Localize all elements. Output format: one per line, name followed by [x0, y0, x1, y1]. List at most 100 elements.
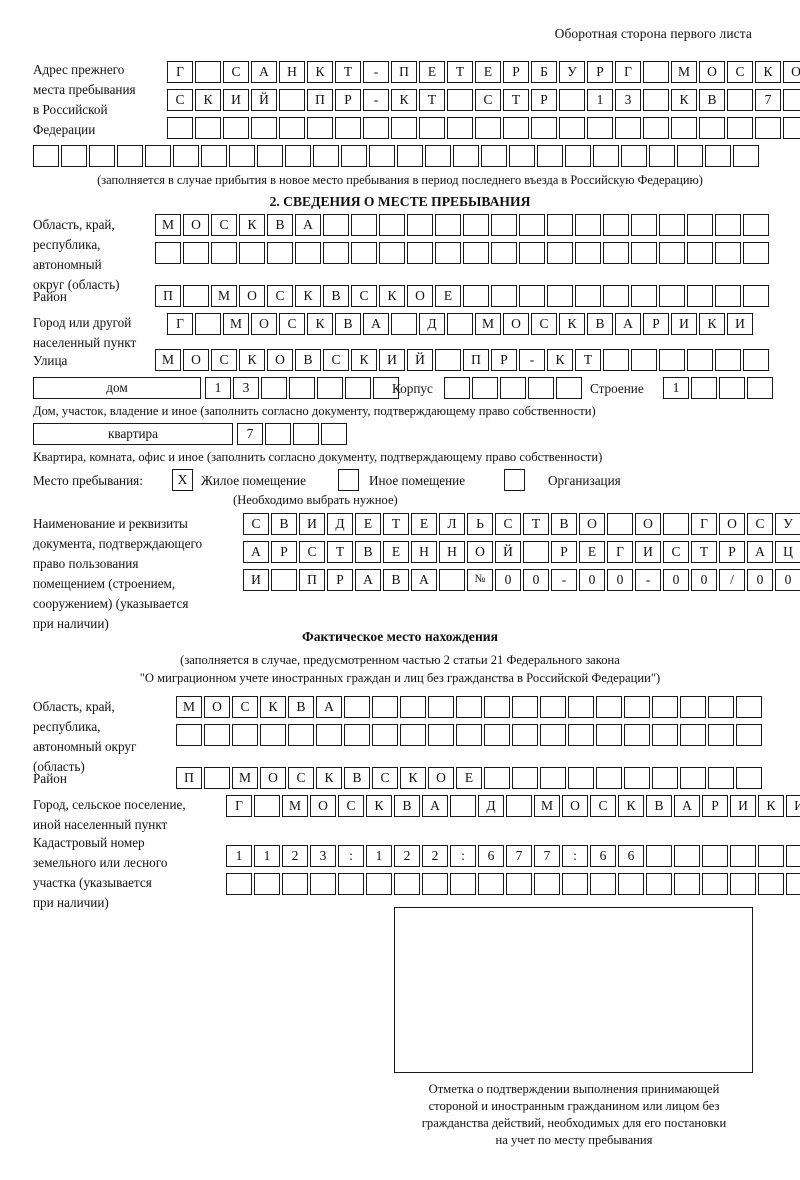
form-cell[interactable]	[547, 285, 573, 307]
form-cell[interactable]	[500, 377, 526, 399]
form-cell[interactable]	[267, 242, 293, 264]
form-cell[interactable]: 7	[534, 845, 560, 867]
stroenie-cells[interactable]: 1	[663, 377, 773, 399]
form-cell[interactable]	[254, 795, 280, 817]
form-cell[interactable]	[730, 873, 756, 895]
form-cell[interactable]: У	[775, 513, 800, 535]
form-cell[interactable]: М	[232, 767, 258, 789]
form-cell[interactable]: С	[663, 541, 689, 563]
form-cell[interactable]: Е	[355, 513, 381, 535]
form-cell[interactable]	[261, 377, 287, 399]
form-cell[interactable]	[603, 349, 629, 371]
form-cell[interactable]	[646, 845, 672, 867]
form-cell[interactable]: В	[551, 513, 577, 535]
form-cell[interactable]	[321, 423, 347, 445]
form-cell[interactable]	[624, 724, 650, 746]
form-cell[interactable]	[691, 377, 717, 399]
form-cell[interactable]: Г	[167, 313, 193, 335]
form-cell[interactable]	[509, 145, 535, 167]
form-cell[interactable]	[593, 145, 619, 167]
form-cell[interactable]	[531, 117, 557, 139]
form-cell[interactable]	[369, 145, 395, 167]
form-cell[interactable]	[540, 724, 566, 746]
form-cell[interactable]: Р	[271, 541, 297, 563]
form-cell[interactable]	[425, 145, 451, 167]
form-cell[interactable]	[456, 724, 482, 746]
form-cell[interactable]	[444, 377, 470, 399]
document-row-1[interactable]: СВИДЕТЕЛЬСТВООГОСУД	[243, 513, 800, 535]
prev-address-row-3[interactable]	[167, 117, 800, 139]
form-cell[interactable]: К	[391, 89, 417, 111]
form-cell[interactable]: Д	[419, 313, 445, 335]
form-cell[interactable]: О	[467, 541, 493, 563]
form-cell[interactable]	[379, 242, 405, 264]
form-cell[interactable]: С	[747, 513, 773, 535]
form-cell[interactable]: О	[428, 767, 454, 789]
form-cell[interactable]: Е	[579, 541, 605, 563]
form-cell[interactable]	[400, 724, 426, 746]
form-cell[interactable]	[663, 513, 689, 535]
form-cell[interactable]: Р	[335, 89, 361, 111]
form-cell[interactable]: /	[719, 569, 745, 591]
form-cell[interactable]	[260, 724, 286, 746]
form-cell[interactable]: Р	[531, 89, 557, 111]
form-cell[interactable]: И	[671, 313, 697, 335]
form-cell[interactable]	[755, 117, 781, 139]
form-cell[interactable]	[254, 873, 280, 895]
form-cell[interactable]: 6	[590, 845, 616, 867]
form-cell[interactable]: -	[363, 89, 389, 111]
form-cell[interactable]	[271, 569, 297, 591]
form-cell[interactable]: К	[379, 285, 405, 307]
form-cell[interactable]	[176, 724, 202, 746]
form-cell[interactable]	[559, 89, 585, 111]
form-cell[interactable]	[659, 242, 685, 264]
form-cell[interactable]: И	[730, 795, 756, 817]
form-cell[interactable]	[484, 767, 510, 789]
form-cell[interactable]	[338, 873, 364, 895]
form-cell[interactable]: У	[559, 61, 585, 83]
form-cell[interactable]	[335, 117, 361, 139]
form-cell[interactable]: Д	[327, 513, 353, 535]
form-cell[interactable]	[463, 242, 489, 264]
form-cell[interactable]: Т	[335, 61, 361, 83]
form-cell[interactable]	[450, 795, 476, 817]
form-cell[interactable]: А	[674, 795, 700, 817]
form-cell[interactable]: Т	[419, 89, 445, 111]
form-cell[interactable]: О	[562, 795, 588, 817]
form-cell[interactable]	[229, 145, 255, 167]
form-cell[interactable]: Н	[411, 541, 437, 563]
form-cell[interactable]: 1	[587, 89, 613, 111]
form-cell[interactable]	[786, 845, 800, 867]
form-cell[interactable]: Р	[491, 349, 517, 371]
form-cell[interactable]: Б	[531, 61, 557, 83]
form-cell[interactable]: И	[727, 313, 753, 335]
form-cell[interactable]: О	[183, 214, 209, 236]
form-cell[interactable]: К	[239, 349, 265, 371]
form-cell[interactable]: Е	[419, 61, 445, 83]
form-cell[interactable]	[596, 696, 622, 718]
form-cell[interactable]	[463, 285, 489, 307]
form-cell[interactable]: 1	[663, 377, 689, 399]
form-cell[interactable]	[715, 214, 741, 236]
form-cell[interactable]	[373, 377, 399, 399]
form-cell[interactable]: П	[155, 285, 181, 307]
form-cell[interactable]	[400, 696, 426, 718]
form-cell[interactable]	[183, 242, 209, 264]
form-cell[interactable]	[659, 285, 685, 307]
form-cell[interactable]	[439, 569, 465, 591]
form-cell[interactable]	[618, 873, 644, 895]
form-cell[interactable]	[372, 696, 398, 718]
form-cell[interactable]	[631, 285, 657, 307]
form-cell[interactable]: К	[559, 313, 585, 335]
form-cell[interactable]: О	[260, 767, 286, 789]
form-cell[interactable]	[167, 117, 193, 139]
form-cell[interactable]: О	[719, 513, 745, 535]
form-cell[interactable]	[783, 117, 800, 139]
form-cell[interactable]: С	[351, 285, 377, 307]
form-cell[interactable]: 0	[579, 569, 605, 591]
form-cell[interactable]: 1	[254, 845, 280, 867]
form-cell[interactable]	[251, 117, 277, 139]
form-cell[interactable]: В	[383, 569, 409, 591]
